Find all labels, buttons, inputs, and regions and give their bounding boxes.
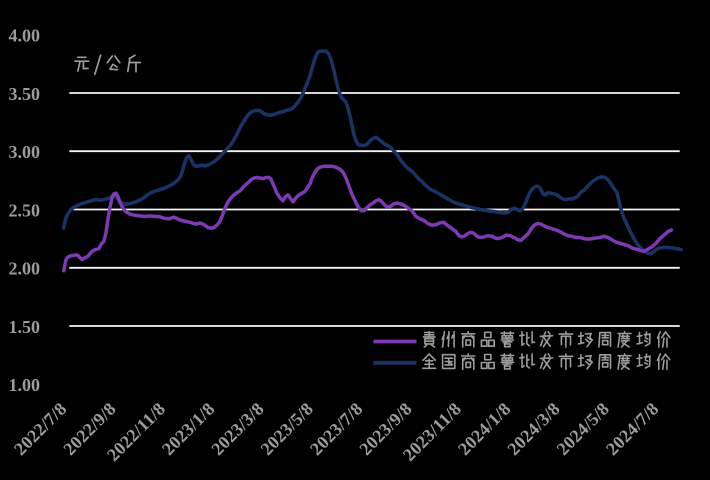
svg-text:2.00: 2.00 [9,259,41,279]
svg-text:3.00: 3.00 [9,142,41,162]
svg-text:4.00: 4.00 [9,26,41,46]
svg-text:1.50: 1.50 [9,317,41,337]
svg-text:3.50: 3.50 [9,84,41,104]
svg-text:1.00: 1.00 [9,375,41,395]
svg-text:2.50: 2.50 [9,200,41,220]
